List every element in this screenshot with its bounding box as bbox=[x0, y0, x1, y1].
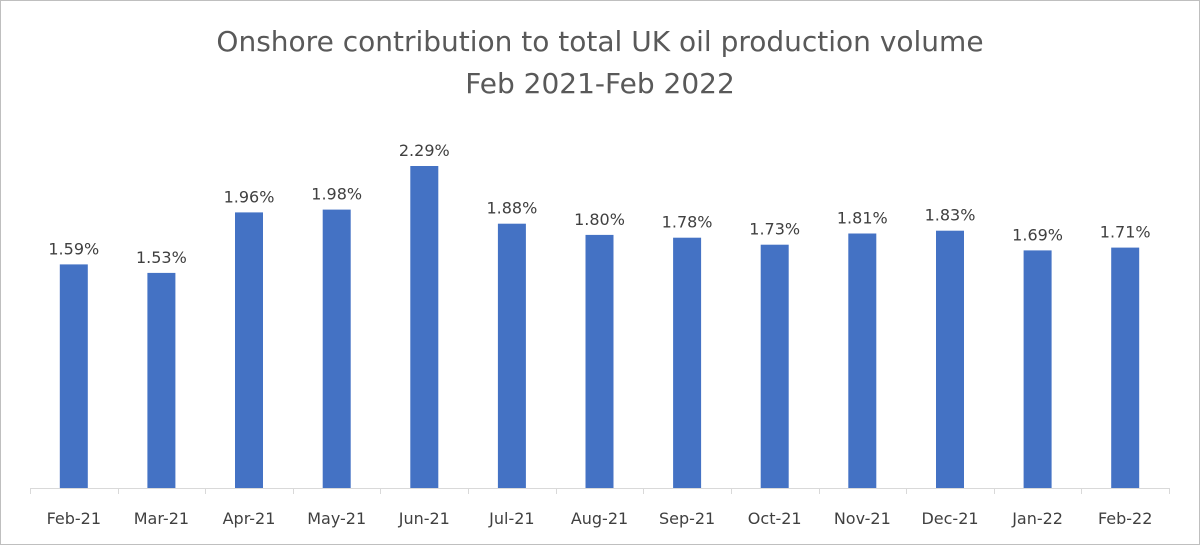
data-label-feb-22: 1.71% bbox=[1100, 223, 1151, 242]
x-tick-label-oct-21: Oct-21 bbox=[748, 509, 802, 528]
x-tick-label-nov-21: Nov-21 bbox=[834, 509, 891, 528]
bar-apr-21 bbox=[235, 212, 263, 488]
data-label-feb-21: 1.59% bbox=[48, 239, 99, 258]
bar-sep-21 bbox=[673, 237, 702, 488]
chart-subtitle: Feb 2021-Feb 2022 bbox=[465, 67, 735, 100]
x-tick-label-dec-21: Dec-21 bbox=[921, 509, 978, 528]
x-tick-label-feb-21: Feb-21 bbox=[47, 509, 101, 528]
data-label-jun-21: 2.29% bbox=[399, 141, 450, 160]
x-tick-label-feb-22: Feb-22 bbox=[1098, 509, 1152, 528]
data-label-apr-21: 1.96% bbox=[224, 187, 275, 206]
bar-dec-21 bbox=[936, 230, 964, 488]
bar-mar-21 bbox=[147, 272, 176, 488]
bar-jul-21 bbox=[497, 223, 526, 488]
x-tick-label-jan-22: Jan-22 bbox=[1011, 509, 1063, 528]
data-label-oct-21: 1.73% bbox=[749, 220, 800, 239]
data-label-dec-21: 1.83% bbox=[925, 206, 976, 225]
data-label-jul-21: 1.88% bbox=[486, 199, 537, 218]
bar-jun-21 bbox=[410, 166, 439, 488]
bar-feb-22 bbox=[1111, 247, 1140, 488]
bar-jan-22 bbox=[1023, 250, 1052, 488]
data-label-jan-22: 1.69% bbox=[1012, 225, 1063, 244]
x-tick-label-aug-21: Aug-21 bbox=[571, 509, 628, 528]
bar-nov-21 bbox=[848, 233, 877, 488]
x-tick-label-may-21: May-21 bbox=[307, 509, 366, 528]
bar-oct-21 bbox=[760, 244, 789, 488]
x-tick-label-sep-21: Sep-21 bbox=[659, 509, 715, 528]
x-tick-label-apr-21: Apr-21 bbox=[223, 509, 276, 528]
x-tick-label-mar-21: Mar-21 bbox=[134, 509, 189, 528]
x-tick-label-jul-21: Jul-21 bbox=[488, 509, 534, 528]
bar-may-21 bbox=[322, 209, 351, 488]
x-tick-label-jun-21: Jun-21 bbox=[398, 509, 450, 528]
bar-feb-21 bbox=[59, 264, 88, 488]
data-label-sep-21: 1.78% bbox=[662, 213, 713, 232]
chart-title: Onshore contribution to total UK oil pro… bbox=[216, 25, 984, 58]
chart-title-block: Onshore contribution to total UK oil pro… bbox=[1, 21, 1199, 105]
data-label-may-21: 1.98% bbox=[311, 185, 362, 204]
data-label-mar-21: 1.53% bbox=[136, 248, 187, 267]
data-label-nov-21: 1.81% bbox=[837, 209, 888, 228]
bar-aug-21 bbox=[585, 234, 614, 488]
data-label-aug-21: 1.80% bbox=[574, 210, 625, 229]
